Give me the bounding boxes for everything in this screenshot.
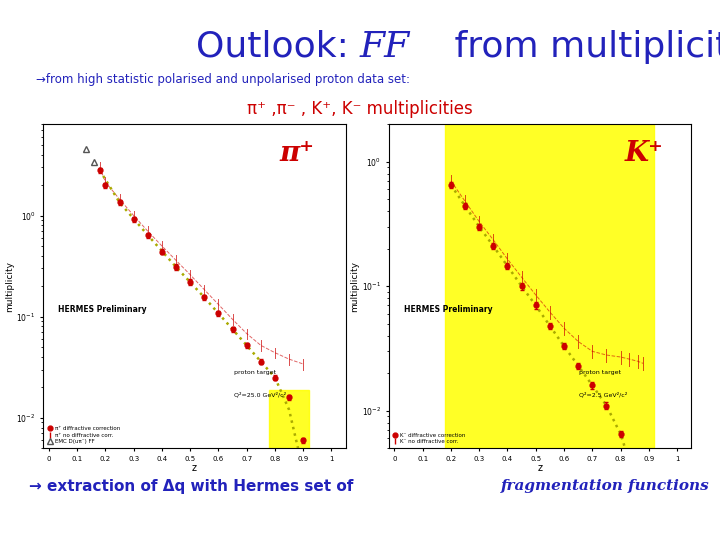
Text: π⁺: π⁺ [279, 140, 314, 167]
Y-axis label: multiplicity: multiplicity [350, 261, 359, 312]
Legend: π⁺ diffractive correction, π⁺ no diffractive corr., EMC D(uπ⁻) FF: π⁺ diffractive correction, π⁺ no diffrac… [46, 425, 121, 446]
Text: proton target: proton target [234, 370, 276, 375]
Text: → extraction of Δq with Hermes set of: → extraction of Δq with Hermes set of [29, 478, 359, 494]
Text: Outlook:: Outlook: [196, 30, 360, 64]
Text: K⁺: K⁺ [625, 140, 663, 167]
X-axis label: z: z [538, 463, 542, 473]
X-axis label: z: z [192, 463, 197, 473]
Bar [446, 124, 654, 448]
Text: from multiplicities: from multiplicities [443, 30, 720, 64]
Text: HERMES Preliminary: HERMES Preliminary [58, 305, 147, 314]
Text: FF: FF [360, 30, 410, 64]
Bar [269, 390, 309, 448]
Text: proton target: proton target [580, 370, 621, 375]
Text: HERMES Preliminary: HERMES Preliminary [404, 305, 492, 314]
Text: Q²=25.0 GeV²/c²: Q²=25.0 GeV²/c² [234, 392, 286, 397]
Text: Q²=2.5 GeV²/c²: Q²=2.5 GeV²/c² [580, 392, 628, 397]
Legend: K⁻ diffractive correction, K⁻ no diffractive corr.: K⁻ diffractive correction, K⁻ no diffrac… [392, 431, 467, 446]
Text: →from high statistic polarised and unpolarised proton data set:: →from high statistic polarised and unpol… [36, 73, 410, 86]
Text: fragmentation functions: fragmentation functions [500, 479, 709, 493]
Text: π⁺ ,π⁻ , K⁺, K⁻ multiplicities: π⁺ ,π⁻ , K⁺, K⁻ multiplicities [247, 100, 473, 118]
Y-axis label: multiplicity: multiplicity [4, 261, 14, 312]
